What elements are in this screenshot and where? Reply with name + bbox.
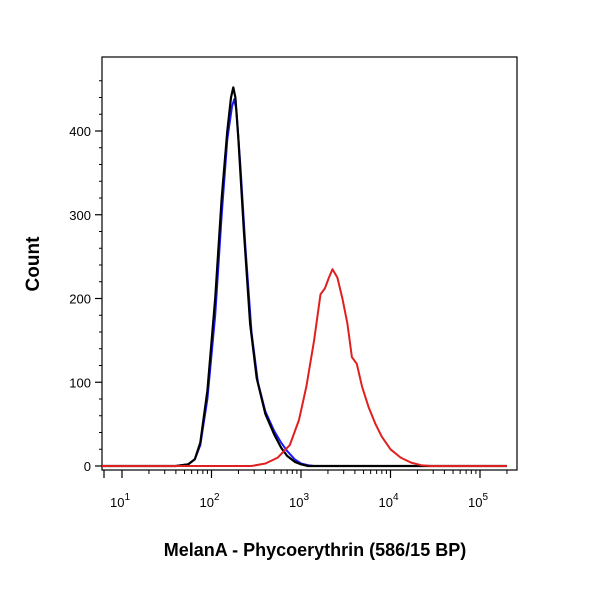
plot-frame (101, 56, 518, 471)
x-tick-label: 102 (199, 492, 219, 510)
x-axis-ticks: 101 102 103 104 105 (103, 470, 508, 510)
y-tick-label: 400 (69, 124, 91, 139)
histogram-series-1 (102, 98, 507, 467)
histogram-curves (102, 86, 507, 468)
x-axis-title: MelanA - Phycoerythrin (586/15 BP) (164, 540, 466, 560)
x-tick-label: 105 (468, 492, 488, 510)
x-tick-label: 103 (289, 492, 309, 510)
y-tick-label: 200 (69, 292, 91, 307)
y-tick-label: 100 (69, 375, 91, 390)
y-axis-title: Count (23, 236, 44, 292)
x-tick-label: 101 (110, 492, 130, 510)
histogram-series-2 (102, 86, 507, 468)
histogram-series-3 (102, 268, 507, 467)
x-tick-label: 104 (378, 492, 398, 510)
y-tick-label: 300 (69, 208, 91, 223)
y-axis-ticks: 0 100 200 300 400 (69, 80, 102, 474)
y-tick-label: 0 (84, 459, 91, 474)
